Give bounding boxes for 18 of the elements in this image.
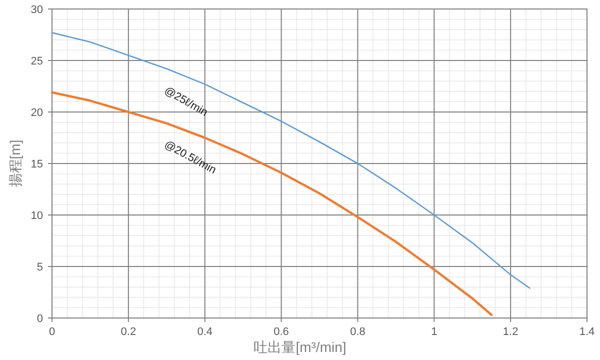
y-tick-label: 0 [36,313,43,325]
x-tick-label: 0.6 [274,326,289,338]
y-tick-label: 25 [30,56,43,68]
x-tick-label: 1.2 [502,326,518,338]
x-tick-label: 1.4 [579,326,595,338]
x-tick-label: 1 [431,326,438,338]
x-axis-title: 吐出量[m³/min] [254,339,346,355]
x-tick-label: 0.2 [120,326,136,338]
x-tick-label: 0.4 [197,326,213,338]
y-tick-label: 20 [30,107,43,119]
y-tick-label: 30 [30,4,43,16]
x-tick-label: 0.8 [350,326,366,338]
y-tick-label: 15 [30,158,43,170]
y-tick-label: 10 [30,210,43,222]
line-series [51,32,530,289]
y-axis-title: 揚程[m] [7,140,23,188]
y-tick-label: 5 [36,262,43,274]
x-tick-label: 0 [48,326,56,338]
